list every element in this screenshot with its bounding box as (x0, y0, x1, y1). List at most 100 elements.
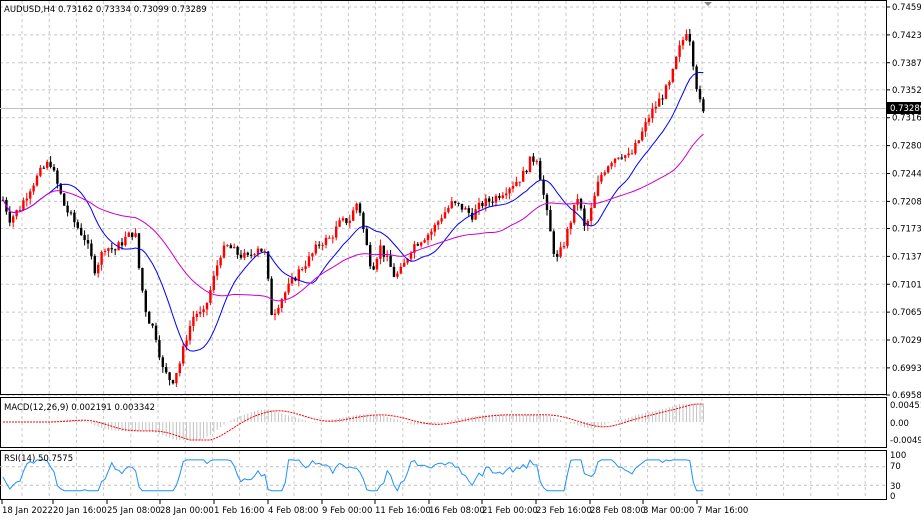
candle-body (114, 249, 117, 251)
candle-body (25, 198, 28, 201)
candle-body (494, 195, 498, 203)
candle-body (267, 251, 270, 279)
candle-body (613, 158, 617, 163)
rsi-series (0, 459, 886, 492)
candle-body (450, 201, 453, 208)
candle-body (668, 81, 671, 86)
time-label: 7 Mar 16:00 (697, 506, 748, 516)
candle-body (688, 33, 691, 42)
candle-body (433, 224, 436, 232)
candle-body (131, 232, 134, 237)
candle-body (392, 266, 396, 277)
candle-body (651, 108, 654, 119)
candle-body (501, 195, 504, 198)
candle-body (280, 299, 283, 308)
candle-body (348, 220, 351, 223)
candle-body (216, 265, 219, 276)
candle-body (573, 204, 576, 223)
candle-body (124, 236, 127, 246)
candle-body (654, 106, 657, 109)
candle-body (641, 131, 644, 141)
candle-body (287, 283, 290, 293)
candle-body (324, 237, 328, 245)
candle-body (477, 202, 481, 210)
candle-body (579, 199, 583, 209)
macd-label-top: 0.004511 (890, 401, 921, 411)
candle-body (498, 195, 501, 198)
candle-body (284, 292, 287, 300)
candlesticks (1, 28, 705, 388)
macd-title: MACD(12,26,9) 0.002191 0.003342 (4, 403, 155, 413)
candle-body (447, 207, 450, 213)
candle-body (29, 191, 32, 199)
candle-body (165, 367, 168, 373)
candle-body (369, 245, 372, 267)
candle-body (103, 250, 107, 253)
candle-body (528, 156, 532, 173)
candle-body (556, 253, 559, 257)
candle-body (304, 266, 307, 270)
ma-slow-line (2, 133, 704, 302)
candle-body (610, 162, 613, 167)
candle-body (440, 218, 443, 222)
candle-body (137, 233, 141, 269)
candle-body (107, 248, 110, 251)
candle-body (127, 232, 130, 237)
candle-body (661, 98, 664, 100)
chart-shift-marker[interactable] (704, 2, 712, 6)
main-panel[interactable] (0, 0, 887, 395)
candle-body (535, 160, 538, 162)
time-label: 28 Feb 08:00 (590, 506, 646, 516)
candle-body (97, 264, 100, 274)
time-label: 20 Jan 16:00 (53, 506, 107, 516)
current-price-badge (887, 102, 921, 114)
candle-body (226, 245, 229, 247)
macd-panel[interactable] (0, 397, 887, 448)
candle-body (358, 203, 362, 213)
rsi-panel[interactable] (0, 450, 887, 500)
candle-body (93, 256, 96, 274)
candle-body (474, 209, 477, 220)
candle-body (406, 258, 409, 263)
price-label: 0.69580 (892, 391, 921, 401)
candle-body (63, 193, 66, 206)
candle-body (212, 275, 215, 291)
candle-body (539, 160, 542, 180)
candle-body (430, 231, 433, 235)
candle-body (525, 170, 528, 173)
candle-body (352, 210, 355, 221)
candle-body (338, 220, 341, 227)
candle-body (311, 253, 314, 257)
candle-body (443, 212, 447, 219)
candle-body (518, 181, 521, 183)
rsi-label-30: 30 (890, 482, 901, 492)
candle-body (681, 40, 685, 46)
candle-body (532, 156, 535, 162)
candle-body (290, 277, 294, 284)
candle-body (222, 245, 226, 258)
candle-body (586, 220, 589, 226)
candle-body (8, 211, 11, 223)
current-price-label: 0.73289 (890, 104, 921, 114)
candle-body (413, 244, 416, 253)
candle-body (396, 273, 399, 277)
candle-body (321, 244, 324, 246)
candle-body (246, 252, 249, 255)
candle-body (624, 155, 627, 158)
candle-body (144, 290, 147, 312)
candle-body (566, 228, 569, 247)
candle-body (318, 244, 321, 246)
time-label: 28 Jan 00:00 (160, 506, 214, 516)
candle-body (151, 323, 154, 326)
candle-body (576, 199, 579, 205)
rsi-line (2, 459, 704, 492)
rsi-title: RSI(14) 50.7575 (4, 454, 73, 464)
candle-body (702, 99, 705, 112)
